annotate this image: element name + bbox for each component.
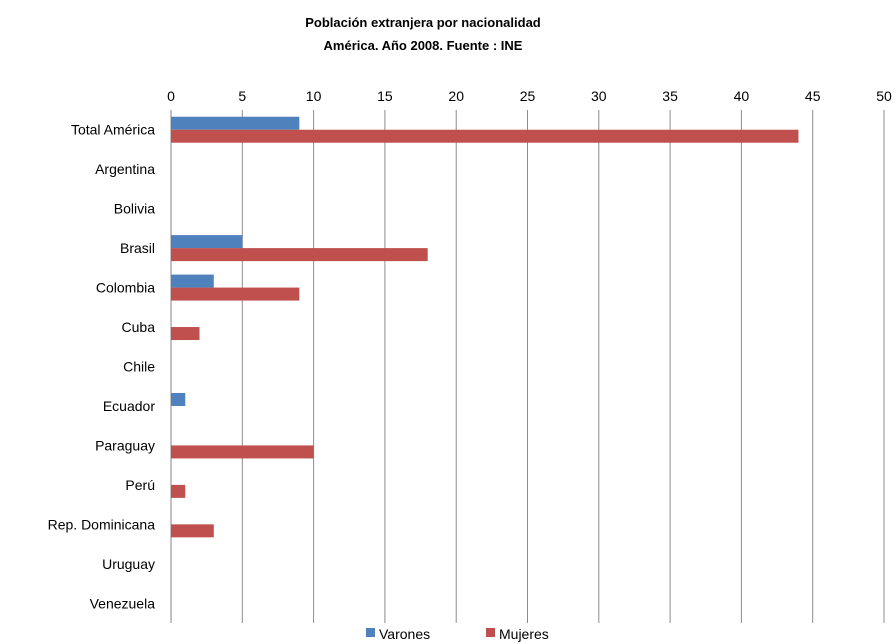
x-tick-label-0: 0 [167, 88, 175, 104]
legend-swatch-varones [366, 628, 375, 637]
bar-varones-brasil [171, 235, 243, 249]
category-label-colombia: Colombia [96, 280, 155, 296]
bar-mujeres-paraguay [171, 445, 314, 459]
category-label-total-america: Total América [71, 122, 155, 138]
legend-swatch-mujeres [486, 628, 495, 637]
gridlines [170, 110, 885, 623]
x-tick-label-50: 50 [876, 88, 892, 104]
category-labels: Total América Argentina Bolivia Brasil Colom… [48, 122, 156, 612]
x-tick-label-45: 45 [805, 88, 821, 104]
category-label-brasil: Brasil [120, 240, 155, 256]
x-tick-label-25: 25 [520, 88, 536, 104]
category-label-rep-dominicana: Rep. Dominicana [48, 516, 156, 532]
category-label-uruguay: Uruguay [102, 556, 155, 572]
x-tick-label-30: 30 [591, 88, 607, 104]
legend-label-varones: Varones [379, 626, 430, 642]
chart-subtitle: América. Año 2008. Fuente : INE [324, 38, 523, 53]
x-tick-label-5: 5 [238, 88, 246, 104]
x-axis-ticks: 0 5 10 15 20 25 30 35 40 45 50 [167, 88, 892, 104]
bar-varones-total-america [171, 116, 300, 130]
x-tick-label-20: 20 [448, 88, 464, 104]
legend: Varones Mujeres [366, 626, 549, 642]
chart-title: Población extranjera por nacionalidad [305, 15, 541, 30]
category-label-bolivia: Bolivia [114, 201, 155, 217]
bar-mujeres-total-america [171, 129, 799, 143]
bar-mujeres-rep-dominicana [171, 524, 214, 538]
x-tick-label-35: 35 [662, 88, 678, 104]
category-label-chile: Chile [123, 359, 155, 375]
category-label-peru: Perú [125, 477, 155, 493]
bar-mujeres-brasil [171, 248, 428, 262]
bar-varones-ecuador [171, 392, 186, 406]
category-label-paraguay: Paraguay [95, 437, 155, 453]
category-label-ecuador: Ecuador [103, 398, 155, 414]
bars [171, 116, 799, 538]
x-tick-label-15: 15 [377, 88, 393, 104]
bar-mujeres-colombia [171, 287, 300, 301]
x-tick-label-40: 40 [734, 88, 750, 104]
legend-label-mujeres: Mujeres [499, 626, 549, 642]
category-label-cuba: Cuba [122, 319, 156, 335]
bar-mujeres-cuba [171, 327, 200, 341]
bar-varones-colombia [171, 274, 214, 288]
bar-mujeres-peru [171, 484, 186, 498]
category-label-venezuela: Venezuela [90, 595, 156, 611]
category-label-argentina: Argentina [95, 161, 155, 177]
x-tick-label-10: 10 [306, 88, 322, 104]
